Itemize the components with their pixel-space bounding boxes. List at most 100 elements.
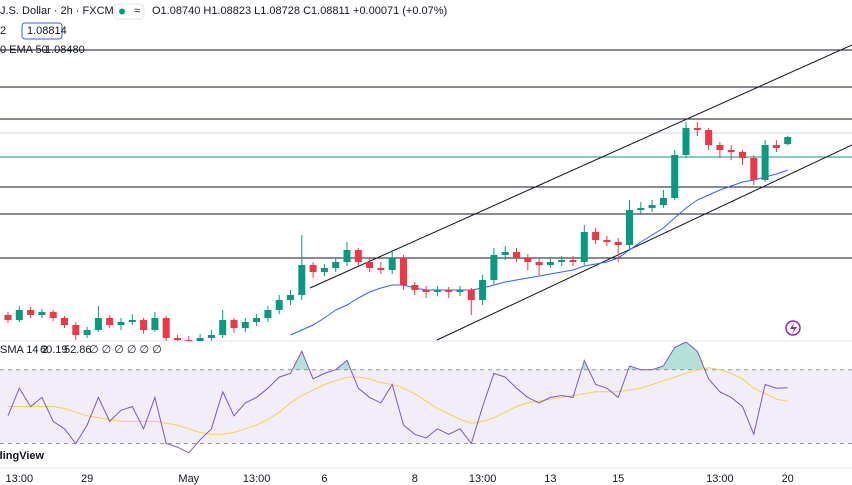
candle-body [72,325,80,335]
candle-body [445,290,453,292]
ema-label: 0 EMA 50 [0,44,48,56]
candle-body [298,265,306,295]
candle-body [727,150,735,152]
candle-body [546,262,554,265]
candle-body [162,318,170,338]
candle-body [479,280,487,300]
candle-body [241,322,249,328]
x-tick-label: 6 [321,473,327,485]
candle-body [513,252,520,258]
rsi-value: 60.19 [40,344,68,356]
x-tick-label: 8 [412,473,418,485]
rsi-ma-line [8,367,788,435]
x-tick-label: 20 [782,473,794,485]
candle-body [106,318,114,325]
candle-body [614,242,622,245]
header: J.S. Dollar · 2h · FXCM ≈ O1.08740 H1.08… [0,3,801,462]
symbol-title: J.S. Dollar · 2h · FXCM [0,5,114,17]
drawn-levels [0,44,852,469]
x-tick-label: 29 [81,473,93,485]
candle-body [637,208,645,210]
candle-body [94,318,102,330]
candle-body [196,338,204,341]
candle-body [174,338,181,340]
candle-body [287,295,294,300]
ema-value: 1.08480 [45,44,85,56]
candle-body [49,312,57,318]
x-tick-label: 13:00 [243,473,271,485]
candle-body [151,318,159,330]
candle-body [411,285,419,290]
candle-body [648,205,656,208]
candle-body [275,300,283,310]
candle-body [264,310,272,318]
candle-body [388,258,396,270]
candle-body [377,268,385,270]
candle-body [332,262,340,268]
candle-body [603,240,611,242]
candle-body [219,320,227,335]
x-tick-label: 13 [544,473,556,485]
channel-line [436,144,852,341]
candle-body [61,318,68,325]
candle-body [207,335,215,338]
candle-body [739,152,746,158]
candle-body [569,260,577,262]
candle-body [467,290,475,300]
rsi-label: SMA 14 2 [0,344,48,356]
candle-body [750,158,758,180]
candle-body [456,290,464,292]
price-prefix: 2 [0,25,6,37]
candle-body [140,320,148,330]
rsi-pane [0,342,852,454]
candle-body [490,255,498,280]
status-icon: ≈ [134,5,140,17]
candle-body [501,252,509,255]
candle-body [354,250,362,262]
candle-body [400,258,407,285]
candle-body [83,330,91,335]
candle-body [366,262,374,268]
candle-body [716,145,724,150]
indicator-bolt [790,323,797,334]
candle-body [15,310,23,320]
status-badge[interactable] [113,3,145,20]
candle-body [626,210,633,245]
candle-body [4,315,12,320]
price-box-text: 1.08814 [27,25,67,37]
candle-body [535,262,543,265]
candle-body [592,232,600,240]
candle-body [772,145,780,148]
candle-body [320,268,328,272]
rsi-extra: ∅ ∅ ∅ ∅ ∅ ∅ [89,344,162,356]
candle-body [38,312,46,315]
price-box [21,22,63,40]
watermark: dingView [0,450,45,462]
ohlc: O1.08740 H1.08823 L1.08728 C1.08811 +0.0… [152,5,447,17]
candle-body [27,310,35,315]
candle-body [558,260,566,262]
ema-line [290,169,788,336]
candle-body [682,128,690,155]
x-tick-label: 13:00 [706,473,734,485]
candle-body [128,320,136,322]
candle-body [422,290,430,292]
x-tick-label: 13:00 [6,473,34,485]
price-pane [4,122,792,341]
channel-line [309,44,852,289]
rsi-band [0,369,852,444]
status-dot [119,8,125,15]
candle-body [784,137,792,145]
x-tick-label: 13:00 [469,473,497,485]
candle-body [705,130,713,145]
candle-body [659,198,667,205]
rsi-ma-value: 52.86 [64,344,92,356]
candle-body [185,340,193,341]
time-axis: 13:00 29 May 13:00 6 8 13:00 13 15 13:00 20 [6,473,794,485]
candle-body [309,265,317,272]
candle-body [253,318,261,322]
x-tick-label: 15 [612,473,624,485]
candle-body [117,322,125,325]
